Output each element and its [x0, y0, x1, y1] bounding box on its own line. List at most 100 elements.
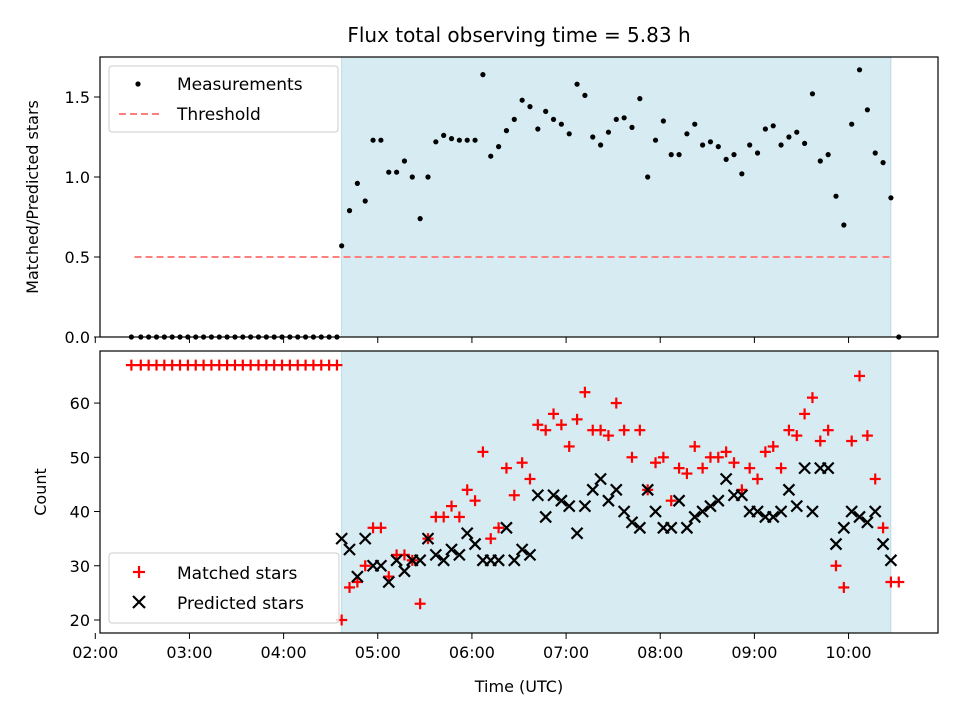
predicted-legend-marker	[132, 595, 146, 609]
predicted-star-point	[351, 570, 364, 583]
matched-star-point	[493, 522, 505, 534]
measurement-point	[456, 137, 462, 143]
measurement-point	[676, 152, 682, 158]
measurement-point	[598, 142, 604, 148]
matched-star-point	[877, 522, 889, 534]
matched-star-point	[331, 359, 343, 371]
matched-star-point	[626, 451, 638, 463]
measurement-point	[362, 198, 368, 204]
predicted-star-point	[735, 488, 749, 502]
top-legend-box	[108, 65, 339, 133]
bottom-y-tick-label: 20	[70, 611, 90, 630]
predicted-star-point	[547, 488, 560, 502]
matched-star-point	[744, 462, 756, 474]
predicted-star-point	[492, 554, 505, 567]
matched-star-point	[359, 560, 371, 572]
measurement-point	[637, 96, 643, 102]
matched-star-point	[854, 370, 866, 382]
predicted-star-point	[829, 537, 843, 551]
matched-star-point	[516, 457, 528, 469]
predicted-star-point	[806, 505, 819, 518]
top-y-axis-label: Matched/Predicted stars	[23, 100, 42, 294]
top-plot-frame	[99, 56, 939, 338]
measurement-point	[441, 132, 447, 138]
matched-legend-marker	[133, 566, 145, 578]
matched-star-point	[540, 424, 552, 436]
predicted-star-point	[664, 521, 678, 535]
threshold-legend-label: Threshold	[176, 105, 261, 125]
predicted-star-point	[649, 505, 662, 518]
matched-star-point	[846, 435, 858, 447]
top-panel: 0.0 0.5 1.0 1.5 Matched/Predicted stars Mea…	[23, 56, 939, 347]
predicted-star-point	[421, 532, 435, 545]
predicted-star-point	[712, 494, 725, 507]
measurement-point	[723, 156, 729, 162]
measurement-point	[786, 134, 792, 140]
measurement-point	[770, 123, 776, 129]
measurement-point	[582, 92, 588, 98]
x-tick-label: 05:00	[355, 643, 401, 662]
measurement-point	[864, 107, 870, 113]
predicted-star-point	[845, 505, 858, 518]
matched-star-point	[351, 576, 363, 588]
matched-star-point	[806, 392, 818, 404]
x-tick-label: 06:00	[449, 643, 495, 662]
matched-star-point	[720, 446, 732, 458]
matched-star-point	[869, 473, 881, 485]
predicted-star-point	[696, 505, 709, 518]
measurement-point	[849, 121, 855, 127]
matched-star-point	[477, 446, 489, 458]
predicted-star-point	[774, 505, 788, 518]
matched-star-point	[712, 451, 724, 463]
measurement-point	[590, 134, 596, 140]
measurement-point	[707, 139, 714, 145]
predicted-star-point	[358, 532, 372, 545]
predicted-star-point	[688, 510, 702, 524]
predicted-star-point	[460, 526, 474, 540]
measurement-point	[645, 174, 651, 180]
matched-star-point	[414, 598, 426, 610]
bottom-y-axis-label: Count	[31, 468, 50, 516]
matched-star-point	[571, 413, 583, 425]
measurement-point	[503, 128, 510, 134]
predicted-star-point	[798, 461, 811, 475]
matched-star-point	[563, 440, 575, 452]
predicted-star-point	[523, 548, 537, 562]
top-y-tick-label: 1.5	[65, 88, 90, 107]
predicted-star-point	[876, 537, 890, 551]
matched-star-point	[500, 462, 512, 474]
predicted-star-point	[672, 494, 686, 507]
bottom-shaded-span	[341, 350, 892, 634]
matched-star-point	[830, 560, 842, 572]
measurement-point	[495, 144, 502, 150]
measurement-point	[511, 116, 517, 122]
matched-star-point	[485, 533, 497, 545]
predicted-star-point	[751, 505, 764, 518]
measurement-point	[700, 142, 706, 148]
predicted-star-point	[821, 461, 835, 475]
measurement-point	[558, 121, 564, 127]
predicted-star-point	[602, 494, 615, 507]
matched-star-point	[461, 484, 473, 496]
predicted-star-point	[429, 548, 443, 562]
predicted-star-point	[641, 483, 654, 497]
predicted-star-point	[445, 543, 458, 556]
predicted-star-point	[633, 521, 647, 535]
matched-star-point	[838, 581, 850, 593]
x-tick-label: 08:00	[637, 643, 683, 662]
x-tick-label: 04:00	[261, 643, 307, 662]
x-tick-label: 09:00	[731, 643, 777, 662]
bottom-legend: Matched stars Predicted stars	[108, 552, 340, 624]
bottom-panel: 20 30 40 50 60 02:00 03:00 04:00 05:00 06:00 07:00…	[31, 350, 939, 696]
measurement-point	[425, 174, 431, 180]
predicted-star-point	[515, 543, 529, 556]
matched-star-point	[453, 511, 465, 523]
measurement-point	[550, 116, 557, 122]
measurement-point	[754, 150, 761, 156]
predicted-star-point	[343, 543, 356, 556]
predicted-star-point	[625, 516, 639, 529]
measurement-point	[378, 137, 384, 143]
measurement-point	[739, 171, 745, 177]
predicted-star-point	[398, 564, 411, 578]
matched-star-point	[697, 462, 709, 474]
